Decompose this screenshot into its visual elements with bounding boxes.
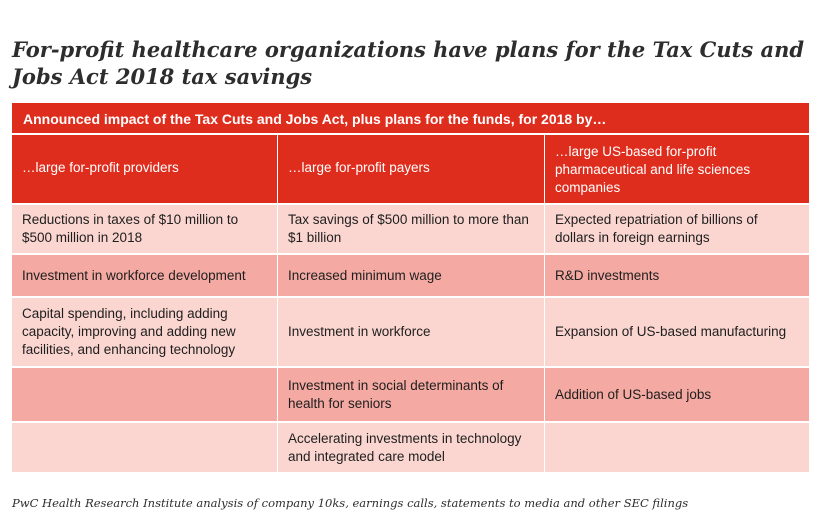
table-cell: Investment in workforce	[278, 298, 544, 366]
table-cell: Investment in workforce development	[12, 255, 277, 296]
table-cell	[12, 368, 277, 421]
column-header-pharma: …large US-based for-profit pharmaceutica…	[545, 135, 809, 203]
column-header-providers: …large for-profit providers	[12, 135, 277, 203]
column-header-payers: …large for-profit payers	[278, 135, 544, 203]
table-grid: …large for-profit providers …large for-p…	[12, 135, 809, 472]
table-cell: R&D investments	[545, 255, 809, 296]
table-cell: Increased minimum wage	[278, 255, 544, 296]
table-banner: Announced impact of the Tax Cuts and Job…	[12, 103, 809, 135]
table-cell: Capital spending, including adding capac…	[12, 298, 277, 366]
table-cell: Reductions in taxes of $10 million to $5…	[12, 205, 277, 253]
table-cell: Tax savings of $500 million to more than…	[278, 205, 544, 253]
table-cell	[12, 423, 277, 472]
page-title: For-profit healthcare organizations have…	[12, 37, 805, 89]
source-note: PwC Health Research Institute analysis o…	[12, 496, 689, 510]
table-cell: Expected repatriation of billions of dol…	[545, 205, 809, 253]
table-cell: Accelerating investments in technology a…	[278, 423, 544, 472]
table-cell: Addition of US-based jobs	[545, 368, 809, 421]
table-cell: Investment in social determinants of hea…	[278, 368, 544, 421]
impact-table: Announced impact of the Tax Cuts and Job…	[12, 103, 809, 472]
table-cell	[545, 423, 809, 472]
table-cell: Expansion of US-based manufacturing	[545, 298, 809, 366]
